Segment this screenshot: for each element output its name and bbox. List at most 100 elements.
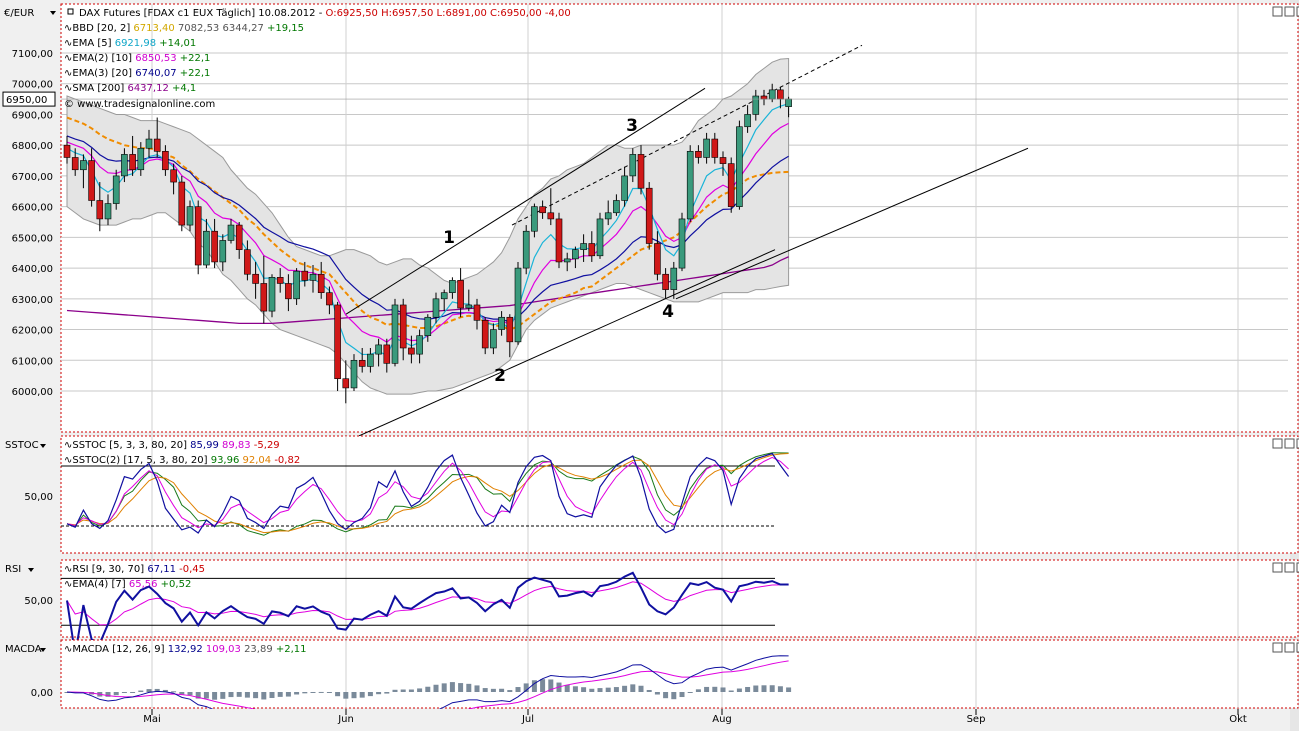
candle: [572, 246, 579, 269]
macd-histogram-bar: [449, 682, 455, 692]
candle: [506, 314, 514, 358]
macd-label: MACDA: [5, 644, 42, 655]
chevron-down-icon[interactable]: [40, 444, 46, 448]
macd-histogram-bar: [187, 692, 193, 696]
restore-icon[interactable]: [1272, 438, 1283, 449]
candle-body: [588, 243, 596, 257]
close-icon[interactable]: [1296, 438, 1299, 449]
wave-label-2: 2: [494, 366, 506, 386]
y-tick-label: 6400,00: [12, 264, 53, 275]
candle: [235, 222, 243, 259]
candle-body: [350, 359, 358, 389]
macd-histogram-bar: [687, 692, 693, 693]
macd-histogram-bar: [171, 691, 177, 693]
macd-histogram-bar: [253, 692, 259, 699]
macd-histogram-bar: [400, 689, 406, 692]
legend-item: ∿EMA(3) [20] 6740,07 +22,1: [64, 68, 210, 79]
candle-body: [695, 151, 702, 158]
maximize-icon[interactable]: [1284, 6, 1295, 17]
candle-body: [596, 218, 604, 257]
sstoc-k-line: [66, 452, 790, 534]
macd-histogram-bar: [384, 692, 390, 694]
maximize-icon[interactable]: [1284, 438, 1295, 449]
candle: [522, 225, 530, 275]
candle: [194, 200, 202, 275]
chevron-down-icon[interactable]: [40, 648, 46, 652]
close-icon[interactable]: [1296, 642, 1299, 653]
candle: [301, 261, 309, 287]
close-icon[interactable]: [1296, 6, 1299, 17]
maximize-icon[interactable]: [1284, 562, 1295, 573]
restore-icon[interactable]: [1272, 562, 1283, 573]
candle: [686, 145, 694, 222]
candle-body: [490, 329, 497, 349]
candle-body: [80, 160, 87, 171]
candle-body: [522, 230, 530, 269]
candle: [424, 314, 432, 342]
y-tick-label: 7100,00: [12, 49, 53, 60]
macd-histogram-bar: [203, 692, 209, 699]
x-tick-label: Sep: [967, 714, 986, 725]
restore-icon[interactable]: [1272, 642, 1283, 653]
candle-body: [71, 157, 79, 171]
candle-body: [727, 163, 735, 207]
watermark: © www.tradesignalonline.com: [64, 99, 215, 110]
last-price-label: 6950,00: [6, 95, 47, 106]
trendline-support: [345, 249, 776, 443]
candle: [596, 212, 604, 259]
macd-histogram-bar: [499, 688, 505, 692]
candle: [63, 135, 71, 164]
macd-histogram-bar: [753, 685, 759, 692]
macd-histogram-bar: [162, 689, 168, 692]
macd-histogram-bar: [613, 687, 619, 692]
candle: [334, 301, 341, 391]
macd-histogram-bar: [285, 692, 291, 697]
candle-body: [235, 224, 243, 250]
macd-histogram-bar: [720, 687, 726, 692]
macd-histogram-bar: [195, 692, 201, 699]
candle-body: [153, 138, 161, 152]
last-price-box: [2, 91, 56, 107]
candle: [449, 277, 456, 299]
candle: [547, 188, 555, 226]
chevron-down-icon[interactable]: [28, 568, 34, 572]
candle-body: [276, 277, 284, 284]
x-tick-label: Jul: [521, 714, 534, 725]
candle: [621, 166, 628, 207]
macd-histogram-bar: [786, 687, 792, 692]
candle-body: [531, 206, 538, 232]
candle: [383, 338, 391, 373]
candle-body: [317, 273, 325, 293]
candle: [260, 255, 268, 324]
candle: [121, 148, 128, 183]
macd-histogram-bar: [548, 679, 554, 692]
candle-body: [309, 273, 317, 281]
candle: [145, 129, 153, 158]
candle: [662, 268, 669, 299]
candle: [604, 200, 612, 226]
restore-icon[interactable]: [1272, 6, 1283, 17]
sstoc-y-tick: 50,00: [24, 492, 53, 503]
macd-histogram-bar: [376, 692, 382, 695]
chevron-down-icon[interactable]: [50, 11, 56, 15]
candle-body: [391, 304, 399, 364]
macd-histogram-bar: [507, 690, 513, 692]
candle: [531, 203, 538, 238]
candle: [695, 145, 702, 164]
candle-body: [416, 335, 423, 355]
y-tick-label: 6800,00: [12, 141, 53, 152]
sstoc-legend: ∿SSTOC(2) [17, 5, 3, 80, 20] 93,96 92,04…: [64, 455, 300, 466]
macd-histogram-bar: [359, 692, 365, 698]
macd-histogram-bar: [277, 692, 283, 697]
candle-body: [514, 267, 522, 343]
wave-label-3: 3: [626, 116, 638, 136]
maximize-icon[interactable]: [1284, 642, 1295, 653]
macd-histogram-bar: [408, 689, 414, 692]
candle: [375, 338, 382, 367]
close-icon[interactable]: [1296, 562, 1299, 573]
candle: [580, 234, 587, 262]
macd-histogram-bar: [769, 685, 775, 692]
candle: [293, 268, 300, 305]
macd-legend: ∿MACDA [12, 26, 9] 132,92 109,03 23,89 +…: [64, 644, 307, 655]
